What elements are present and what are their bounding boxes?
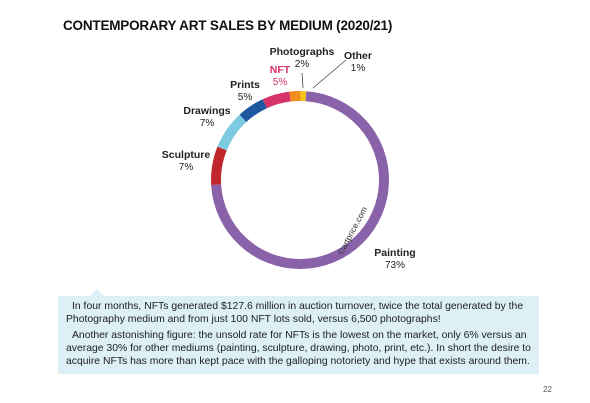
info-paragraph-2: Another astonishing figure: the unsold r…: [66, 330, 531, 367]
slice-value-nft: 5%: [273, 77, 288, 88]
slice-label-prints: Prints: [230, 79, 260, 91]
leader-line-photographs: [301, 72, 304, 89]
slice-value-sculpture: 7%: [179, 162, 194, 173]
slice-value-drawings: 7%: [200, 118, 215, 129]
leader-line-other: [312, 59, 347, 89]
info-paragraph-1: In four months, NFTs generated $127.6 mi…: [66, 301, 524, 325]
slice-value-photographs: 2%: [295, 59, 310, 70]
slice-label-painting: Painting: [374, 247, 415, 259]
slice-label-sculpture: Sculpture: [162, 149, 211, 161]
slice-label-drawings: Drawings: [183, 105, 230, 117]
slice-label-photographs: Photographs: [270, 46, 335, 58]
slice-sculpture: [211, 146, 227, 185]
slice-value-painting: 73%: [385, 260, 405, 271]
slice-drawings: [217, 114, 247, 151]
slice-prints: [239, 99, 267, 123]
slice-nft: [262, 91, 291, 109]
slice-value-other: 1%: [351, 63, 366, 74]
slice-other: [300, 91, 307, 102]
donut-chart: Painting73%Sculpture7%Drawings7%Prints5%…: [162, 46, 416, 271]
slice-value-prints: 5%: [238, 92, 253, 103]
info-box-pointer: [90, 289, 104, 296]
page-number: 22: [543, 385, 552, 394]
slice-label-nft: NFT: [270, 64, 291, 76]
page-title: CONTEMPORARY ART SALES BY MEDIUM (2020/2…: [63, 18, 393, 33]
slice-label-other: Other: [344, 50, 372, 62]
info-box: In four months, NFTs generated $127.6 mi…: [58, 296, 539, 374]
slice-photographs: [289, 91, 301, 102]
